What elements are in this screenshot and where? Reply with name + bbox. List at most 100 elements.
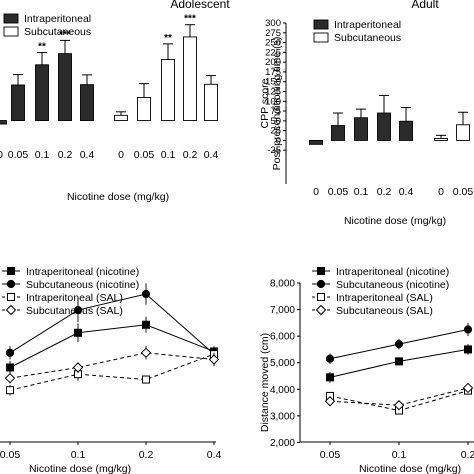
data-point: [72, 362, 84, 373]
y-tick-label: 7,000: [270, 305, 295, 316]
data-point: [141, 289, 151, 299]
bar: [456, 124, 470, 141]
x-axis-label: Nicotine dose (mg/kg): [67, 191, 169, 203]
series-line: [9, 353, 215, 391]
data-point: [317, 293, 325, 301]
y-axis-label: Distance moved (cm): [259, 333, 271, 432]
x-tick-label: 0.05: [0, 449, 20, 461]
x-tick-label: 0: [0, 149, 3, 161]
y-tick-label: 250: [265, 38, 281, 49]
legend-label: Subcutaneous: [334, 32, 401, 44]
x-tick-label: 0.2: [461, 449, 474, 461]
x-tick-label: 0: [118, 149, 124, 161]
bar: [11, 84, 25, 121]
bar: [204, 83, 218, 121]
x-tick-label: 0.1: [35, 149, 50, 161]
legend-label: Intraperitoneal (nicotine): [336, 266, 449, 278]
legend-label: Intraperitoneal (nicotine): [26, 266, 139, 278]
data-point: [6, 363, 14, 372]
x-tick-label: 0.4: [207, 449, 222, 461]
x-tick-label: 0.05: [453, 186, 474, 198]
data-point: [317, 267, 325, 275]
adolescent-locomotion-panel: 0.05 0.1 0.2 0.4 Nicotine dose (mg/kg) Intrap…: [0, 266, 221, 474]
legend-swatch: [3, 26, 19, 37]
bar: [161, 59, 175, 121]
y-tick-label: 75: [270, 106, 281, 117]
x-tick-label: 0: [438, 186, 444, 198]
y-tick-label: 150: [265, 77, 281, 88]
significance-marker: ***: [184, 14, 196, 25]
legend-swatch: [3, 13, 19, 24]
series-line: [329, 387, 469, 406]
series-line: [9, 293, 215, 355]
data-point: [395, 357, 403, 366]
legend-label: Intraperitoneal: [334, 19, 401, 31]
legend-label: Intraperitoneal (SAL): [26, 292, 123, 304]
data-point: [325, 354, 335, 363]
y-tick-label: 300: [265, 18, 281, 29]
significance-marker: **: [164, 33, 172, 44]
data-point: [393, 400, 405, 411]
data-point: [463, 325, 473, 334]
adult-cpp-panel: -250255075100125150175200225250275300CPP…: [259, 0, 473, 227]
data-point: [6, 279, 16, 289]
y-tick-label: 3,000: [270, 411, 295, 422]
y-tick-label: 25: [270, 126, 281, 137]
x-tick-label: 0.1: [354, 186, 369, 198]
data-point: [208, 354, 220, 365]
x-tick-label: 0.1: [71, 449, 86, 461]
x-tick-label: 0: [313, 186, 319, 198]
x-tick-label: 0.1: [392, 449, 407, 461]
y-tick-label: 225: [265, 47, 281, 58]
significance-marker: **: [38, 42, 46, 53]
bar: [114, 114, 128, 121]
data-point: [394, 340, 404, 349]
data-point: [4, 372, 16, 384]
x-axis-label: Nicotine dose (mg/kg): [29, 463, 131, 474]
y-tick-label: 0: [276, 135, 281, 146]
legend-swatch: [313, 19, 329, 30]
bar: [183, 36, 197, 121]
data-point: [5, 304, 17, 316]
bar: [309, 139, 323, 145]
bar: [0, 120, 7, 125]
bar: [80, 84, 94, 121]
panel-title: Adolescent: [170, 0, 230, 11]
x-tick-label: 0.05: [8, 149, 29, 161]
data-point: [326, 373, 334, 382]
data-point: [142, 320, 150, 329]
data-point: [316, 279, 326, 289]
y-tick-label: 50: [270, 116, 281, 127]
x-tick-label: 0.2: [377, 186, 392, 198]
adolescent-cpp-panel: Adolescent 0 0.05 ** 0.1 *** 0.2 0.4 0 0.05 ** 0.1 *…: [0, 0, 230, 203]
bar: [399, 120, 413, 141]
legend-label: Subcutaneous (nicotine): [336, 279, 449, 291]
series-line: [9, 324, 215, 368]
x-tick-label: 0.4: [204, 149, 219, 161]
bar: [377, 112, 391, 141]
y-tick-label: 8,000: [270, 279, 295, 290]
legend-label: Subcutaneous (SAL): [336, 305, 433, 317]
legend-swatch: [313, 32, 329, 43]
y-tick-label: -25: [267, 145, 281, 156]
legend-label: Subcutaneous (nicotine): [26, 279, 139, 291]
data-point: [6, 386, 14, 395]
data-point: [74, 328, 82, 337]
bar: [434, 138, 448, 141]
x-tick-label: 0.05: [328, 186, 349, 198]
x-tick-label: 0.05: [320, 449, 341, 461]
bar: [331, 125, 345, 141]
x-axis-label: Nicotine dose (mg/kg): [344, 215, 446, 227]
x-tick-label: 0.2: [183, 149, 198, 161]
bar: [354, 117, 368, 141]
data-point: [464, 345, 472, 354]
x-tick-label: 0.1: [161, 149, 176, 161]
y-tick-label: 6,000: [270, 332, 295, 343]
y-axis-label: Post-preconditioning time (s): [271, 37, 283, 171]
legend-label: Intraperitoneal (SAL): [336, 292, 433, 304]
data-point: [140, 347, 152, 359]
x-tick-label: 0.4: [80, 149, 95, 161]
data-point: [324, 396, 336, 407]
y-tick-label: 125: [265, 87, 281, 98]
y-tick-label: 200: [265, 57, 281, 68]
